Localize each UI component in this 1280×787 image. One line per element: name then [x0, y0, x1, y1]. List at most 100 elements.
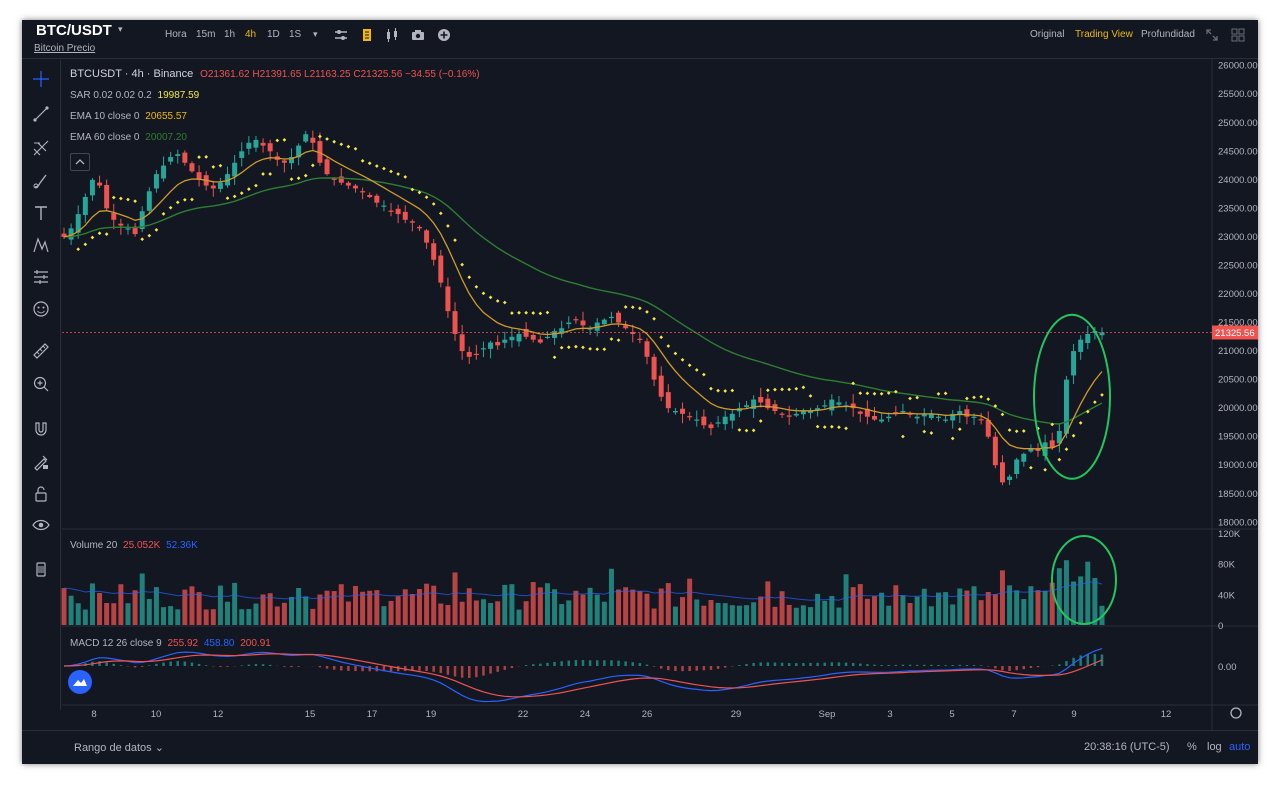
chart-canvas[interactable]: 26000.0025500.0025000.0024500.0024000.00… [22, 20, 1258, 764]
layout-grid-icon[interactable] [1231, 28, 1245, 42]
chart-settings-icon[interactable] [334, 28, 348, 42]
legend-main-row: BTCUSDT · 4h · Binance O21361.62 H21391.… [70, 68, 480, 80]
view-original-tab[interactable]: Original [1030, 29, 1065, 40]
legend-macd[interactable]: MACD 12 26 close 9 255.92 458.80 200.91 [70, 638, 271, 649]
candle-body [907, 413, 913, 415]
volume-bar [374, 590, 380, 625]
volume-bar [530, 582, 536, 625]
timeframe-more-icon[interactable]: ▾ [313, 29, 318, 39]
candle-body [303, 134, 309, 142]
sar-dot [950, 436, 955, 441]
add-indicator-icon[interactable] [437, 28, 451, 42]
candle-body [999, 462, 1005, 483]
sar-dot [787, 387, 792, 392]
candle-body [872, 415, 877, 420]
crosshair-icon[interactable] [32, 70, 50, 88]
zoom-icon[interactable] [32, 375, 50, 393]
volume-bar [225, 601, 231, 625]
legend-sar[interactable]: SAR 0.02 0.02 0.2 19987.59 [70, 90, 199, 101]
sar-dot [474, 284, 479, 289]
volume-bar [978, 600, 984, 625]
log-scale-button[interactable]: log [1207, 741, 1222, 753]
timeframe-1h[interactable]: 1h [224, 29, 236, 40]
tradingview-logo[interactable] [68, 670, 92, 694]
pattern-icon[interactable] [32, 236, 50, 254]
legend-ema10[interactable]: EMA 10 close 0 20655.57 [70, 111, 187, 122]
view-depth-tab[interactable]: Profundidad [1141, 29, 1195, 40]
price-tick-label: 26000.00 [1218, 61, 1258, 72]
candle-body [850, 403, 856, 409]
magnet-icon[interactable] [32, 420, 50, 438]
candle-body [544, 336, 550, 339]
auto-scale-button[interactable]: auto [1229, 741, 1251, 753]
percent-scale-button[interactable]: % [1187, 741, 1197, 753]
symbol-dropdown-icon[interactable]: ▾ [118, 24, 123, 34]
volume-bar [637, 591, 643, 625]
brush-icon[interactable] [32, 172, 50, 190]
candle-body [310, 137, 316, 143]
volume-bar [516, 609, 522, 625]
emoji-icon[interactable] [32, 300, 50, 318]
candle-body [708, 424, 714, 429]
candle-body [104, 184, 110, 209]
eye-icon[interactable] [32, 516, 50, 534]
volume-bar [722, 603, 728, 625]
bar-style-icon[interactable] [360, 28, 374, 42]
sar-dot [232, 194, 237, 199]
chevron-down-icon: ⌄ [154, 742, 164, 754]
volume-bar [907, 603, 913, 625]
text-icon[interactable] [32, 204, 50, 222]
timeframe-1d[interactable]: 1D [267, 29, 280, 40]
clock-timezone[interactable]: 20:38:16 (UTC-5) [1084, 741, 1170, 753]
price-tick-label: 21000.00 [1218, 346, 1258, 357]
volume-bar [808, 607, 813, 625]
macd-line [63, 648, 1103, 703]
lock-icon[interactable] [32, 485, 50, 503]
timeframe-4h[interactable]: 4h [245, 29, 257, 40]
timeframe-15m[interactable]: 15m [196, 29, 216, 40]
trash-icon[interactable] [32, 560, 50, 578]
sar-dot [702, 372, 706, 377]
view-tradingview-tab[interactable]: Trading View [1075, 29, 1133, 40]
candle-body [779, 413, 785, 415]
volume-bar [196, 592, 202, 625]
volume-bar [864, 598, 870, 625]
candle-body [672, 411, 678, 413]
candle-body [239, 151, 245, 158]
axis-settings-icon[interactable] [1230, 707, 1242, 719]
candles-icon[interactable] [385, 28, 399, 42]
timeframe-1w[interactable]: 1S [289, 29, 302, 40]
trendline-icon[interactable] [32, 105, 50, 123]
legend-sar-label: SAR 0.02 0.02 0.2 [70, 90, 152, 101]
ruler-icon[interactable] [32, 342, 50, 360]
camera-icon[interactable] [411, 28, 425, 42]
sar-dot [1014, 429, 1019, 434]
sar-dot [1071, 433, 1076, 438]
sar-dot [595, 347, 600, 352]
volume-bar [1021, 599, 1027, 625]
sar-dot [325, 137, 329, 141]
lock-drawing-icon[interactable] [32, 453, 50, 471]
candle-body [1007, 476, 1013, 480]
sar-dot [1093, 400, 1097, 405]
volume-bar [289, 596, 294, 625]
symbol-title[interactable]: BTC/USDT [36, 22, 112, 39]
legend-volume[interactable]: Volume 20 25.052K 52.36K [70, 540, 198, 551]
candle-body [495, 341, 501, 346]
volume-bar [1063, 560, 1069, 625]
measure-icon[interactable] [32, 268, 50, 286]
legend-ema60[interactable]: EMA 60 close 0 20007.20 [70, 132, 187, 143]
symbol-subtitle-link[interactable]: Bitcoin Precio [34, 43, 96, 54]
volume-bar [402, 589, 408, 625]
price-tick-label: 19500.00 [1218, 432, 1258, 443]
sar-dot [588, 346, 592, 351]
price-tick-label: 18000.00 [1218, 517, 1258, 528]
fib-icon[interactable] [32, 139, 50, 157]
price-tick-label: 25500.00 [1218, 89, 1258, 100]
fullscreen-icon[interactable] [1205, 28, 1219, 42]
timeframe-hour[interactable]: Hora [165, 29, 187, 40]
date-range-button[interactable]: Rango de datos ⌄ [74, 741, 164, 754]
sar-dot [111, 195, 116, 200]
legend-collapse-button[interactable] [70, 153, 90, 171]
sar-dot [794, 386, 799, 391]
